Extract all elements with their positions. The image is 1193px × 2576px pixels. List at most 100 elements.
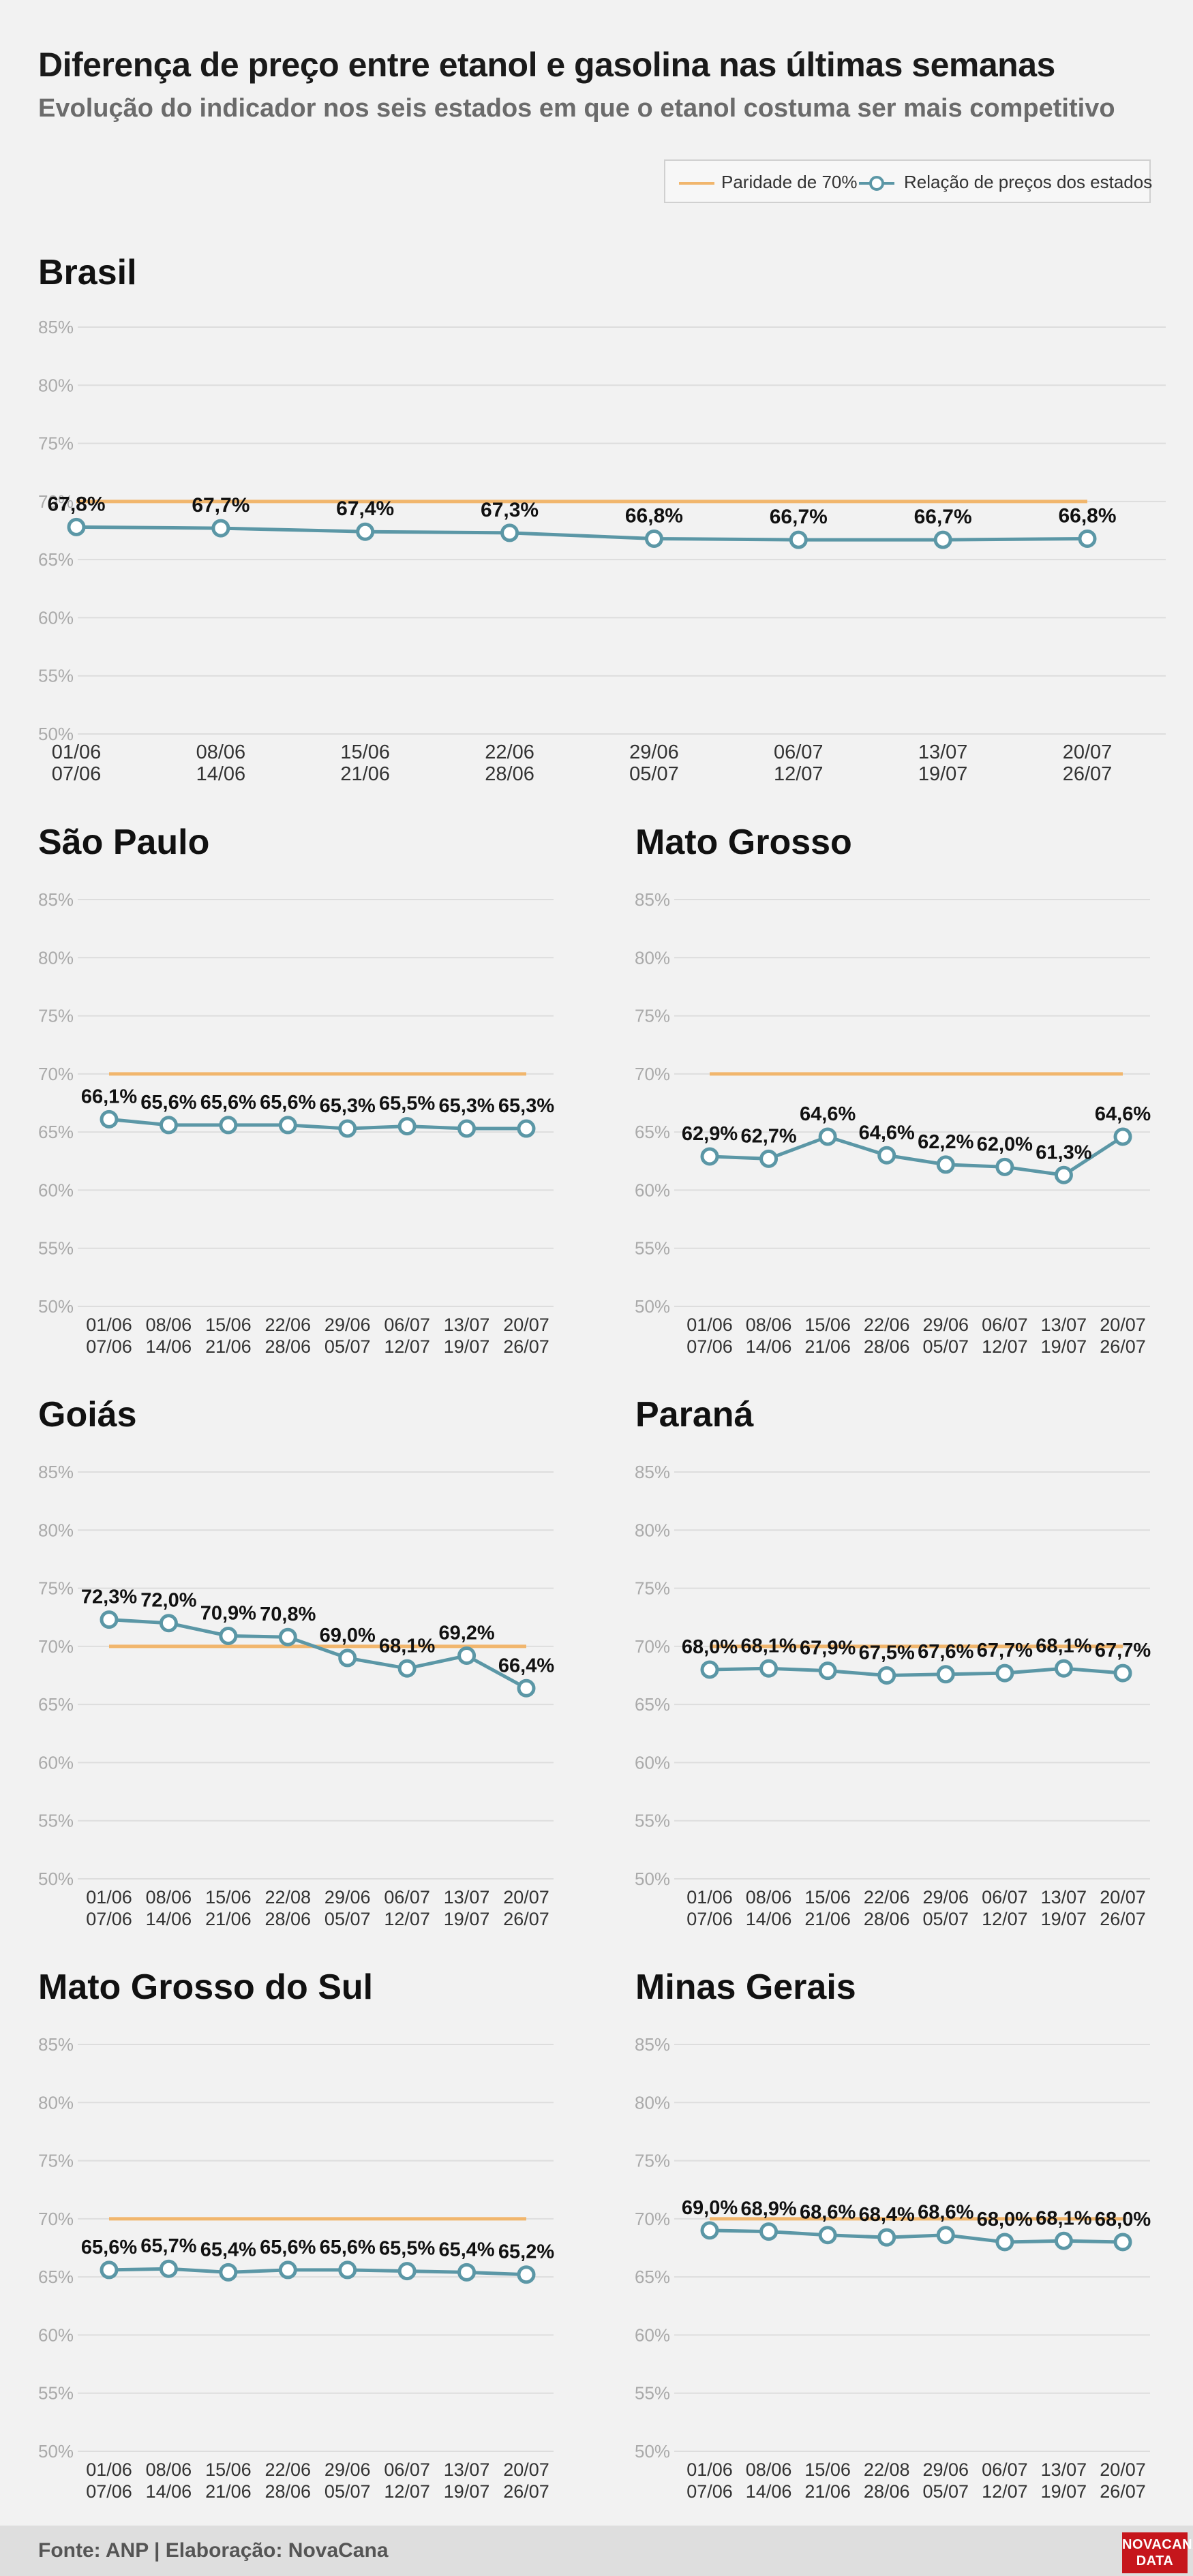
logo-line-2: DATA <box>1136 2554 1174 2569</box>
x-tick-label-start: 08/06 <box>746 1315 792 1335</box>
data-point <box>517 1119 536 1138</box>
x-tick-label-start: 06/07 <box>982 2459 1028 2480</box>
data-point <box>211 519 230 538</box>
x-tick-label-start: 20/07 <box>1100 1315 1146 1335</box>
y-tick-label: 65% <box>635 1694 670 1715</box>
x-tick-label-start: 13/07 <box>1041 1887 1087 1907</box>
series-line <box>108 1117 526 1131</box>
data-label: 67,7% <box>192 494 250 517</box>
x-tick-label-end: 14/06 <box>146 2481 192 2502</box>
x-tick-label-start: 29/06 <box>324 1315 371 1335</box>
x-tick-label-start: 29/06 <box>922 1887 969 1907</box>
data-label: 66,8% <box>625 504 683 527</box>
data-point <box>500 523 519 542</box>
data-label: 62,7% <box>740 1125 796 1147</box>
x-tick-label-start: 13/07 <box>444 1887 490 1907</box>
data-point <box>517 1678 536 1698</box>
data-label: 72,3% <box>81 1586 137 1608</box>
data-point <box>700 1660 719 1679</box>
data-label: 61,3% <box>1036 1141 1091 1163</box>
data-point <box>936 1665 955 1684</box>
data-point <box>457 1646 477 1666</box>
data-point <box>67 517 86 536</box>
y-tick-label: 85% <box>38 317 74 337</box>
data-label: 66,4% <box>498 1655 554 1676</box>
x-tick-label-end: 12/07 <box>982 2481 1028 2502</box>
page-subtitle: Evolução do indicador nos seis estados e… <box>38 94 1115 123</box>
data-point <box>877 1146 896 1165</box>
x-tick-label-end: 14/06 <box>746 2481 792 2502</box>
x-tick-label-end: 19/07 <box>918 763 968 785</box>
series-line <box>108 2267 527 2277</box>
data-point <box>818 1661 837 1681</box>
x-tick-label-end: 28/06 <box>485 763 534 785</box>
x-tick-label-end: 26/07 <box>1100 1909 1146 1929</box>
x-tick-label-start: 20/07 <box>503 1315 549 1335</box>
data-point <box>219 1627 238 1646</box>
data-label: 65,3% <box>498 1095 554 1117</box>
data-label: 65,3% <box>438 1095 494 1117</box>
data-label: 66,7% <box>914 506 972 528</box>
x-tick-label-end: 12/07 <box>774 763 824 785</box>
series-line <box>709 1666 1123 1678</box>
x-tick-label-start: 15/06 <box>340 741 390 763</box>
data-label: 65,5% <box>379 1093 435 1115</box>
x-tick-label-end: 28/06 <box>265 1336 311 1357</box>
x-tick-label-end: 19/07 <box>1041 2481 1087 2502</box>
data-point <box>517 2265 536 2284</box>
legend-series-swatch-marker <box>869 176 884 191</box>
data-label: 68,6% <box>918 2202 973 2224</box>
data-point <box>1054 2231 1073 2250</box>
x-tick-label-end: 12/07 <box>384 1909 430 1929</box>
y-tick-label: 80% <box>635 947 670 968</box>
panel-title-sao-paulo: São Paulo <box>38 823 210 862</box>
series-line <box>709 1135 1124 1177</box>
x-tick-label-end: 07/06 <box>86 1909 132 1929</box>
data-label: 67,3% <box>481 499 539 521</box>
y-tick-label: 70% <box>38 2209 74 2229</box>
data-point <box>1113 1127 1132 1146</box>
y-tick-label: 85% <box>635 889 670 910</box>
data-label: 65,6% <box>81 2237 137 2258</box>
y-tick-label: 75% <box>38 433 74 454</box>
y-tick-label: 70% <box>635 1064 670 1084</box>
y-tick-label: 75% <box>635 2151 670 2171</box>
page-title: Diferença de preço entre etanol e gasoli… <box>38 46 1055 84</box>
x-tick-label-start: 20/07 <box>503 2459 549 2480</box>
logo-line-1: NOVACANA <box>1122 2537 1193 2552</box>
y-tick-label: 60% <box>635 1180 670 1200</box>
x-tick-label-end: 05/07 <box>324 2481 371 2502</box>
data-label: 68,4% <box>859 2204 915 2226</box>
data-label: 64,6% <box>800 1103 856 1125</box>
x-tick-label-start: 06/07 <box>774 741 824 763</box>
data-point <box>818 2226 837 2245</box>
x-tick-label-start: 06/07 <box>982 1315 1028 1335</box>
data-label: 68,6% <box>800 2202 856 2224</box>
x-tick-label-end: 05/07 <box>922 2481 969 2502</box>
y-tick-label: 55% <box>635 1238 670 1259</box>
x-tick-label-start: 06/07 <box>384 2459 430 2480</box>
y-tick-label: 65% <box>635 1122 670 1142</box>
x-tick-label-end: 26/07 <box>503 1909 549 1929</box>
y-tick-label: 55% <box>635 1811 670 1831</box>
y-tick-label: 70% <box>635 1636 670 1657</box>
x-tick-label-start: 22/06 <box>265 1315 311 1335</box>
data-label: 62,9% <box>682 1123 738 1145</box>
panel-title-brasil: Brasil <box>38 253 137 292</box>
x-tick-label-start: 22/06 <box>864 1887 910 1907</box>
chart-legend: Paridade de 70% Relação de preços dos es… <box>664 159 1152 203</box>
data-label: 68,0% <box>1095 2209 1151 2230</box>
x-tick-label-end: 14/06 <box>146 1909 192 1929</box>
data-label: 66,8% <box>1058 504 1116 527</box>
legend-swatches <box>679 176 894 191</box>
data-label: 68,0% <box>682 1636 738 1658</box>
x-tick-label-start: 01/06 <box>86 1315 132 1335</box>
y-tick-label: 65% <box>38 549 74 570</box>
x-tick-label-start: 15/06 <box>205 2459 252 2480</box>
data-label: 65,6% <box>200 1092 256 1114</box>
y-tick-label: 80% <box>38 1520 74 1540</box>
y-tick-label: 65% <box>38 2267 74 2287</box>
